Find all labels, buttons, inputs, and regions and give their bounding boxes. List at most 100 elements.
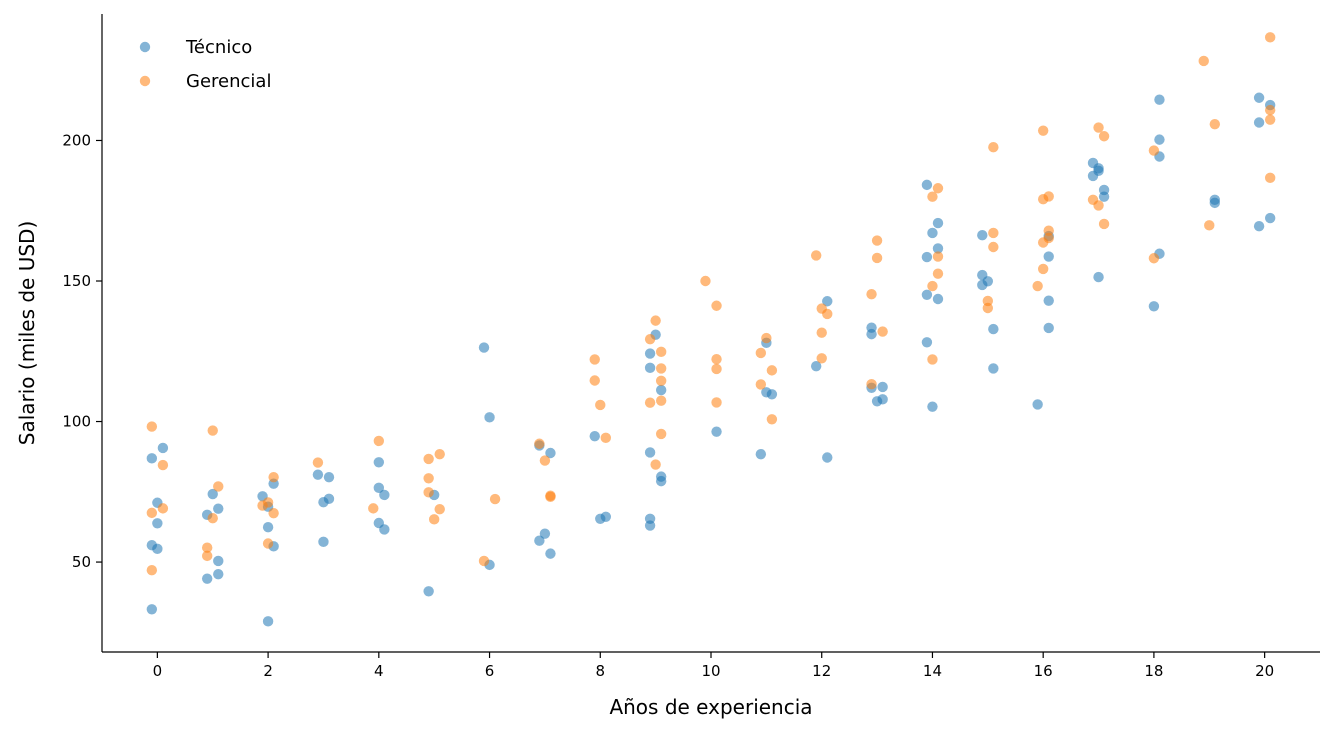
data-point-gerencial (262, 538, 274, 549)
data-point-gerencial (1037, 125, 1049, 136)
data-point-gerencial (534, 438, 545, 449)
data-point-gerencial (877, 326, 888, 337)
data-point-tecnico (977, 229, 988, 241)
data-point-gerencial (932, 183, 944, 194)
data-point-tecnico (1087, 170, 1099, 182)
data-point-gerencial (866, 289, 877, 300)
data-point-tecnico (866, 328, 877, 340)
data-point-tecnico (921, 337, 933, 348)
data-point-tecnico (927, 401, 938, 412)
data-point-tecnico (644, 348, 656, 359)
legend-marker-tecnico (139, 41, 151, 53)
data-point-tecnico (146, 453, 158, 464)
data-point-gerencial (1043, 225, 1054, 236)
x-tick-label: 12 (812, 662, 831, 680)
x-tick-label: 0 (153, 662, 163, 680)
data-point-gerencial (1148, 145, 1160, 156)
data-point-tecnico (1209, 197, 1221, 209)
data-point-gerencial (927, 280, 938, 292)
data-point-gerencial (644, 333, 656, 345)
data-point-tecnico (1032, 399, 1043, 410)
data-point-tecnico (655, 384, 667, 396)
data-point-tecnico (213, 568, 224, 580)
data-point-gerencial (650, 315, 661, 326)
data-point-gerencial (932, 268, 944, 279)
data-point-tecnico (1043, 322, 1054, 334)
data-point-gerencial (595, 399, 606, 411)
data-point-gerencial (373, 435, 385, 447)
data-point-tecnico (1098, 191, 1110, 202)
x-axis-title: Años de experiencia (609, 695, 812, 719)
data-point-tecnico (822, 296, 833, 307)
data-point-gerencial (988, 241, 999, 253)
data-point-tecnico (921, 251, 933, 263)
y-tick-label: 200 (62, 131, 91, 149)
data-point-gerencial (146, 507, 158, 519)
data-point-tecnico (545, 447, 556, 459)
data-point-gerencial (871, 252, 883, 264)
data-point-gerencial (810, 250, 822, 261)
series-gerencial (146, 32, 1276, 576)
data-point-gerencial (655, 375, 667, 386)
data-point-gerencial (201, 550, 213, 562)
data-point-gerencial (700, 275, 711, 287)
data-point-tecnico (766, 389, 778, 400)
data-point-gerencial (207, 425, 218, 436)
data-point-gerencial (589, 354, 600, 365)
data-point-tecnico (822, 452, 833, 463)
data-point-tecnico (213, 503, 224, 514)
data-point-tecnico (152, 518, 163, 529)
legend-marker-gerencial (139, 75, 151, 87)
data-point-tecnico (312, 469, 324, 480)
data-point-tecnico (213, 555, 224, 567)
data-point-tecnico (152, 543, 163, 555)
data-point-tecnico (1148, 301, 1160, 312)
data-point-gerencial (157, 459, 169, 471)
data-point-tecnico (262, 616, 274, 627)
data-point-gerencial (866, 378, 877, 390)
data-point-gerencial (766, 414, 778, 425)
x-tick-label: 20 (1255, 662, 1274, 680)
data-point-gerencial (428, 514, 440, 525)
data-point-gerencial (1198, 55, 1209, 67)
data-point-gerencial (1032, 280, 1043, 292)
y-tick-label: 100 (62, 413, 91, 431)
data-point-tecnico (539, 528, 551, 539)
legend: Técnico Gerencial (139, 37, 271, 92)
data-point-gerencial (655, 428, 667, 440)
data-point-tecnico (1264, 212, 1276, 224)
data-point-tecnico (1154, 134, 1165, 145)
data-point-tecnico (157, 442, 169, 454)
data-point-gerencial (434, 504, 445, 515)
data-point-gerencial (312, 457, 324, 468)
data-point-tecnico (1043, 295, 1054, 306)
data-point-tecnico (318, 536, 329, 548)
data-point-tecnico (146, 604, 158, 615)
data-point-gerencial (755, 379, 767, 390)
data-point-tecnico (932, 217, 944, 229)
data-point-tecnico (1093, 271, 1104, 283)
data-point-gerencial (711, 300, 722, 311)
data-point-gerencial (423, 473, 434, 484)
plot-points (146, 32, 1276, 627)
data-point-tecnico (644, 520, 656, 531)
data-point-gerencial (655, 346, 667, 358)
data-point-gerencial (600, 432, 612, 444)
data-point-gerencial (213, 481, 224, 492)
data-point-gerencial (988, 227, 999, 239)
data-point-gerencial (816, 327, 827, 338)
x-tick-label: 2 (263, 662, 273, 680)
data-point-gerencial (1204, 220, 1215, 231)
y-tick-label: 50 (72, 553, 91, 571)
data-point-tecnico (932, 293, 944, 305)
data-point-tecnico (1253, 92, 1265, 103)
data-point-tecnico (810, 360, 822, 372)
data-point-gerencial (927, 191, 938, 202)
data-point-gerencial (201, 542, 213, 553)
legend-label-gerencial: Gerencial (186, 71, 271, 92)
data-point-gerencial (711, 353, 722, 365)
data-point-tecnico (373, 482, 385, 494)
x-axis-ticks: 0 2 4 6 8 10 12 14 16 18 20 (153, 652, 1274, 680)
data-point-gerencial (545, 491, 556, 503)
data-point-tecnico (478, 342, 490, 353)
